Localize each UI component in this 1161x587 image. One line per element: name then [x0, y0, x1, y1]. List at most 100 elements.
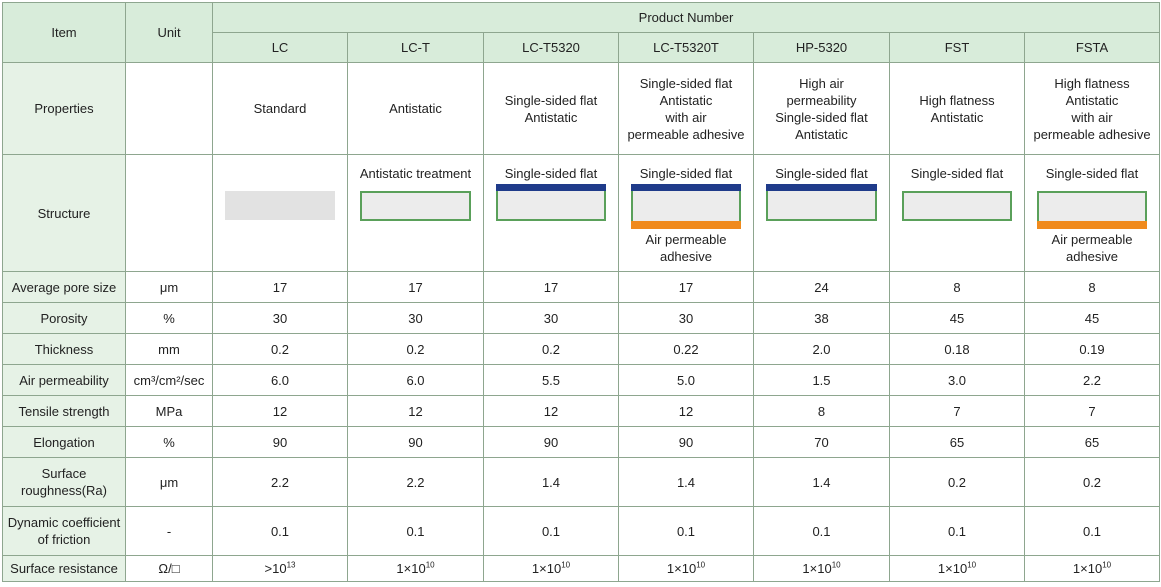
cell-value: 6.0: [212, 364, 348, 396]
cell-value: 0.1: [753, 506, 890, 556]
cell-value: 65: [1023, 426, 1161, 458]
cell-value: 1×1010: [483, 555, 619, 582]
cell-value: 90: [483, 426, 619, 458]
table-row: Tensile strength MPa 12 12 12 12 8 7 7: [2, 395, 1161, 427]
cell-value: 2.2: [347, 457, 484, 507]
cell-value: 1.4: [483, 457, 619, 507]
structure-bottom-label: Air permeable adhesive: [645, 232, 727, 264]
cell-value: 8: [1023, 271, 1161, 303]
cell-value: 0.18: [889, 333, 1025, 365]
structure-top-label: Single-sided flat: [639, 166, 733, 181]
row-label: Tensile strength: [2, 395, 126, 427]
properties-value: Single-sided flat Antistatic: [483, 62, 619, 155]
structure-top-label: Single-sided flat: [775, 166, 868, 181]
row-unit: -: [125, 506, 213, 556]
cell-value: 12: [618, 395, 754, 427]
cell-value: 90: [618, 426, 754, 458]
cell-value: 6.0: [347, 364, 484, 396]
cell-value: 12: [483, 395, 619, 427]
properties-value: Single-sided flat Antistatic with air perme…: [618, 62, 754, 155]
cell-value: 5.0: [618, 364, 754, 396]
structure-top-label: Single-sided flat: [504, 166, 598, 181]
cell-value: 30: [212, 302, 348, 334]
exponent: 10: [561, 560, 571, 570]
cell-value: 30: [347, 302, 484, 334]
properties-value: High air permeability Single-sided flat Ant…: [753, 62, 890, 155]
flat-film-layer: [496, 184, 606, 191]
header-row-top: Item Unit Product Number: [2, 2, 1161, 63]
table-row: Elongation% 90 90 90 90 70 65 65: [2, 426, 1161, 458]
table-row: Thickness mm 0.2 0.2 0.2 0.22 2.0 0.18 0.19: [2, 333, 1161, 365]
model-header-fst: FST: [889, 32, 1025, 63]
row-label: Thickness: [2, 333, 126, 365]
cell-value: 30: [483, 302, 619, 334]
antistatic-membrane-layer: [902, 191, 1012, 221]
model-header-lc-t5320: LC-T5320: [483, 32, 619, 63]
exponent: 10: [831, 560, 841, 570]
cell-value: 0.1: [1023, 506, 1161, 556]
structure-diagram: Single-sided flat Air permeable adhesive: [618, 154, 754, 272]
table-row: Air permeability cm³/cm²/sec 6.0 6.0 5.5 5.0 1…: [2, 364, 1161, 396]
row-label: Average pore size: [2, 271, 126, 303]
cell-value: 2.2: [1023, 364, 1161, 396]
cell-value: 90: [347, 426, 484, 458]
structure-diagram: Single-sided flat: [753, 154, 890, 272]
structure-diagram: [212, 154, 348, 272]
structure-diagram: Single-sided flat: [483, 154, 619, 272]
row-label: Air permeability: [2, 364, 126, 396]
cell-value: 0.2: [347, 333, 484, 365]
header-row-models: LC LC-T LC-T5320 LC-T5320T HP-5320 FST FSTA: [3, 32, 1161, 63]
model-header-lc: LC: [212, 32, 348, 63]
exponent: 10: [967, 560, 977, 570]
cell-value: 7: [1023, 395, 1161, 427]
structure-top-label: Single-sided flat: [1045, 166, 1139, 181]
model-header-fsta: FSTA: [1023, 32, 1161, 63]
cell-value: 1×1010: [618, 555, 754, 582]
cell-value: 30: [618, 302, 754, 334]
cell-value: 1.4: [753, 457, 890, 507]
antistatic-membrane-layer: [631, 191, 741, 221]
row-label: Porosity: [2, 302, 126, 334]
cell-value: 70: [753, 426, 890, 458]
model-header-lc-t5320t: LC-T5320T: [618, 32, 754, 63]
structure-label: Structure: [2, 154, 126, 272]
cell-value: >1013: [212, 555, 348, 582]
antistatic-membrane-layer: [766, 191, 877, 221]
cell-value: 0.19: [1023, 333, 1161, 365]
structure-diagram: Single-sided flat Air permeable adhesive: [1023, 154, 1161, 272]
item-header: Item: [2, 2, 126, 63]
cell-value: 8: [753, 395, 890, 427]
structure-top-label: Single-sided flat: [910, 166, 1004, 181]
cell-value: 24: [753, 271, 890, 303]
table-row: Porosity% 30 30 30 30 38 45 45: [2, 302, 1161, 334]
row-unit: μm: [125, 457, 213, 507]
cell-value: 12: [347, 395, 484, 427]
table-row: Surface resistance Ω/□ >1013 1×1010 1×1010 1×…: [2, 555, 1161, 582]
cell-value: 65: [889, 426, 1025, 458]
flat-film-layer: [631, 184, 741, 191]
cell-value: 17: [212, 271, 348, 303]
cell-value: 1.4: [618, 457, 754, 507]
cell-value: 2.2: [212, 457, 348, 507]
cell-value: 8: [889, 271, 1025, 303]
cell-value: 45: [1023, 302, 1161, 334]
row-unit: μm: [125, 271, 213, 303]
antistatic-membrane-layer: [360, 191, 471, 221]
cell-value: 3.0: [889, 364, 1025, 396]
cell-value: 0.1: [618, 506, 754, 556]
table-row: Dynamic coefficient of friction -0.1 0.1 0.1…: [2, 506, 1161, 556]
row-label: Surface resistance: [2, 555, 126, 582]
row-unit: MPa: [125, 395, 213, 427]
cell-value: 45: [889, 302, 1025, 334]
cell-value: 0.2: [483, 333, 619, 365]
structure-row: Structure Antistatic treatment Single-sid…: [2, 154, 1161, 272]
structure-top-label: Antistatic treatment: [359, 166, 472, 181]
adhesive-layer: [631, 221, 741, 229]
properties-row: Properties Standard Antistatic Single-side…: [2, 62, 1161, 155]
exponent: 10: [696, 560, 706, 570]
cell-value: 0.2: [889, 457, 1025, 507]
table-row: Surface roughness(Ra) μm 2.2 2.2 1.4 1.4 1.4 0.2…: [2, 457, 1161, 507]
cell-value: 0.1: [347, 506, 484, 556]
properties-value: Antistatic: [347, 62, 484, 155]
